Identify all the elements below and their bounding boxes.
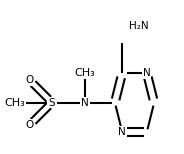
Text: H₂N: H₂N — [129, 21, 148, 31]
Text: N: N — [143, 68, 151, 78]
Text: CH₃: CH₃ — [75, 68, 95, 78]
Text: O: O — [26, 120, 34, 130]
Text: S: S — [49, 97, 55, 107]
Text: O: O — [26, 75, 34, 85]
Text: CH₃: CH₃ — [5, 97, 25, 107]
Text: N: N — [118, 127, 126, 137]
Text: N: N — [81, 97, 89, 107]
